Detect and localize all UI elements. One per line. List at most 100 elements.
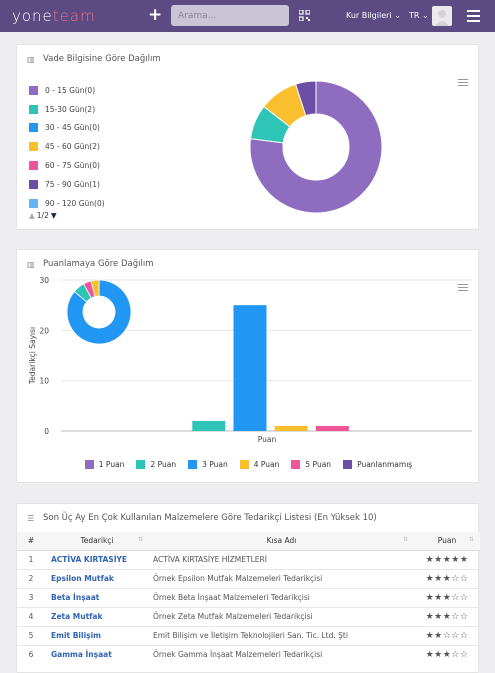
rating-stars: ★★★☆☆ <box>414 568 480 588</box>
currency-menu[interactable]: Kur Bilgileri ⌄ <box>346 11 401 20</box>
table-row: 2 Epsilon Mutfak Örnek Epsilon Mutfak Malz… <box>17 568 480 588</box>
rating-stars: ★★☆☆☆ <box>414 625 480 645</box>
inset-pie-slice[interactable] <box>66 279 132 345</box>
main-menu-icon[interactable] <box>467 10 480 25</box>
supplier-table-wrap: # Tedarikçi ⇅ Kısa Adı ⇅ Puan ⇅ 1 ACTİVA KIR… <box>17 532 480 664</box>
table-row: 6 Gamma İnşaat Örnek Gamma İnşaat Malzemel… <box>17 644 480 664</box>
col-header-supplier[interactable]: Tedarikçi ⇅ <box>45 532 149 551</box>
chart-icon: ▥ <box>27 260 35 269</box>
legend-label: 15-30 Gün(2) <box>45 104 96 114</box>
user-avatar[interactable] <box>432 6 452 26</box>
supplier-link[interactable]: Emit Bilişim <box>45 625 149 645</box>
legend-label: 90 - 120 Gün(0) <box>45 198 105 208</box>
col-header-rating[interactable]: Puan ⇅ <box>414 532 480 551</box>
app-logo[interactable]: yoneteam <box>12 7 96 25</box>
language-label: TR <box>409 11 420 20</box>
donut-legend: 0 - 15 Gün(0) 15-30 Gün(2) 30 - 45 Gün(0) 4… <box>29 81 105 220</box>
col-header-short-name-label: Kısa Adı <box>266 536 297 546</box>
legend-item[interactable]: 45 - 60 Gün(2) <box>29 137 105 156</box>
sort-icon: ⇅ <box>468 536 474 543</box>
row-number: 4 <box>17 606 45 626</box>
chart-menu-icon[interactable] <box>458 79 468 88</box>
legend-item[interactable]: 75 - 90 Gün(1) <box>29 175 105 194</box>
legend-swatch <box>29 198 38 208</box>
legend-item[interactable]: 60 - 75 Gün(0) <box>29 156 105 175</box>
table-row: 3 Beta İnşaat Örnek Beta İnşaat Malzemeler… <box>17 587 480 607</box>
legend-item[interactable]: 4 Puan <box>239 460 280 469</box>
legend-swatch <box>291 460 301 469</box>
legend-item[interactable]: 5 Puan <box>291 460 331 469</box>
legend-label: 30 - 45 Gün(0) <box>45 123 100 133</box>
table-header-row: # Tedarikçi ⇅ Kısa Adı ⇅ Puan ⇅ <box>17 532 480 551</box>
pager-up-icon[interactable]: ▲ <box>29 210 35 220</box>
rating-distribution-card: ▥ Puanlamaya Göre Dağılım 0 10 20 30 Tedarik… <box>16 249 479 483</box>
qr-code-icon[interactable] <box>299 10 310 21</box>
legend-swatch <box>136 460 146 469</box>
y-tick-label: 20 <box>39 326 49 335</box>
legend-swatch <box>29 123 38 133</box>
legend-label: 0 - 15 Gün(0) <box>45 85 96 95</box>
col-header-supplier-label: Tedarikçi <box>80 536 114 546</box>
y-tick-label: 0 <box>44 427 49 436</box>
legend-label: 3 Puan <box>202 460 228 469</box>
short-name: Örnek Beta İnşaat Malzemeleri Tedarikçis… <box>149 587 414 607</box>
supplier-link[interactable]: Beta İnşaat <box>45 587 149 607</box>
maturity-donut-chart <box>249 80 383 214</box>
legend-item[interactable]: 15-30 Gün(2) <box>29 100 105 119</box>
maturity-distribution-card: ▥ Vade Bilgisine Göre Dağılım 0 - 15 Gün… <box>16 44 479 230</box>
legend-swatch <box>239 460 249 469</box>
short-name: Emit Bilişim ve İletişim Teknolojileri S… <box>149 625 414 645</box>
legend-item[interactable]: 1 Puan <box>84 460 124 469</box>
legend-item[interactable]: 90 - 120 Gün(0) <box>29 194 105 213</box>
supplier-list-card: ☰ Son Üç Ay En Çok Kullanılan Malzemeler… <box>16 503 480 673</box>
y-tick-label: 10 <box>39 377 49 386</box>
card-title: Puanlamaya Göre Dağılım <box>43 259 154 269</box>
donut-slice[interactable] <box>249 80 383 214</box>
legend-label: 2 Puan <box>150 460 177 469</box>
bar-5-puan[interactable] <box>315 425 349 431</box>
legend-pager: ▲ 1/2 ▼ <box>29 211 105 220</box>
col-header-num[interactable]: # <box>17 532 45 551</box>
legend-label: 5 Puan <box>305 460 332 469</box>
chart-icon: ▥ <box>27 55 35 64</box>
legend-swatch <box>29 179 38 189</box>
legend-item[interactable]: 3 Puan <box>188 460 228 469</box>
supplier-link[interactable]: Epsilon Mutfak <box>45 568 149 588</box>
legend-item[interactable]: 2 Puan <box>136 460 176 469</box>
bar-4-puan[interactable] <box>274 425 308 431</box>
short-name: Örnek Epsilon Mutfak Malzemeleri Tedarik… <box>149 568 414 588</box>
legend-label: 4 Puan <box>253 460 280 469</box>
chart-menu-icon[interactable] <box>458 284 468 293</box>
language-menu[interactable]: TR ⌄ <box>409 11 429 20</box>
bar-3-puan[interactable] <box>233 305 267 431</box>
legend-label: 45 - 60 Gün(2) <box>45 142 100 152</box>
legend-swatch <box>343 460 353 469</box>
card-title: Son Üç Ay En Çok Kullanılan Malzemelere … <box>43 513 377 523</box>
supplier-link[interactable]: Gamma İnşaat <box>45 644 149 664</box>
pager-down-icon[interactable]: ▼ <box>50 210 57 220</box>
legend-item[interactable]: Puanlanmamış <box>343 460 412 469</box>
add-new-icon[interactable]: + <box>148 5 163 25</box>
bar-2-puan[interactable] <box>192 420 226 431</box>
supplier-link[interactable]: Zeta Mutfak <box>45 606 149 626</box>
legend-swatch <box>29 85 38 95</box>
short-name: Örnek Gamma İnşaat Malzemeleri Tedarikçi… <box>149 644 414 664</box>
y-tick-label: 30 <box>39 276 49 285</box>
legend-swatch <box>29 142 38 152</box>
legend-item[interactable]: 0 - 15 Gün(0) <box>29 81 105 100</box>
x-axis-label: Puan <box>258 435 277 444</box>
col-header-short-name[interactable]: Kısa Adı ⇅ <box>149 532 414 551</box>
legend-label: 75 - 90 Gün(1) <box>45 179 100 189</box>
supplier-link[interactable]: ACTİVA KIRTASİYE <box>45 549 149 569</box>
legend-item[interactable]: 30 - 45 Gün(0) <box>29 119 105 138</box>
table-row: 4 Zeta Mutfak Örnek Zeta Mutfak Malzemeler… <box>17 606 480 626</box>
donut-slice[interactable] <box>294 80 317 117</box>
sort-icon: ⇅ <box>402 536 408 543</box>
col-header-rating-label: Puan <box>437 536 457 546</box>
legend-swatch <box>29 104 38 114</box>
short-name: Örnek Zeta Mutfak Malzemeleri Tedarikçis… <box>149 606 414 626</box>
inset-pie-slice[interactable] <box>90 279 100 297</box>
short-name: ACTİVA KIRTASİYE HİZMETLERİ <box>149 549 414 569</box>
search-input[interactable] <box>171 5 289 26</box>
user-avatar-icon <box>435 10 449 26</box>
